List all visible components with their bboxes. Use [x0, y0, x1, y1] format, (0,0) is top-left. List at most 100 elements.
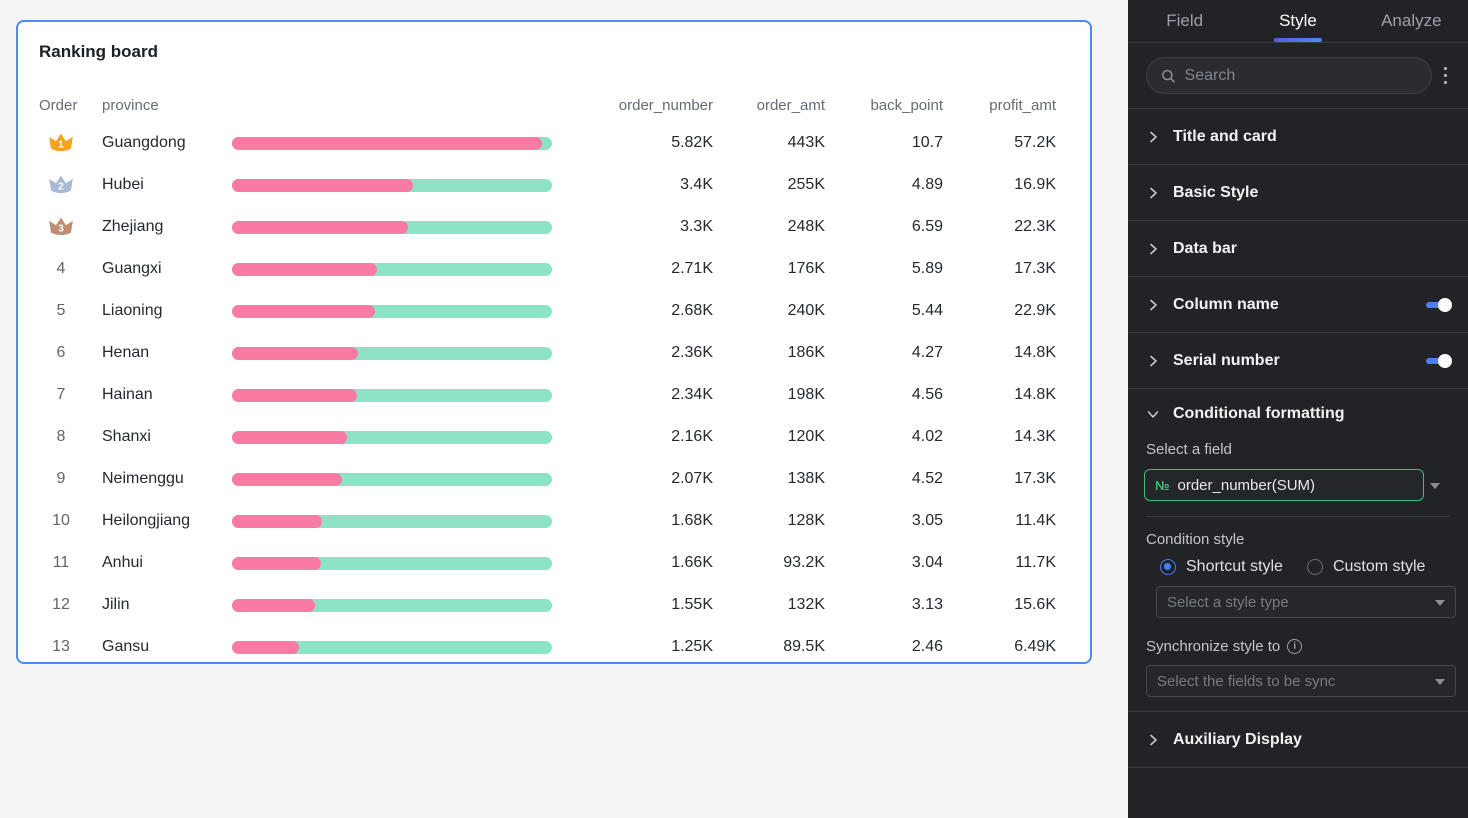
tab-style[interactable]: Style	[1241, 0, 1354, 42]
table-row[interactable]: 10 Heilongjiang 1.68K 128K 3.05 11.4K	[39, 500, 1090, 542]
field-select[interactable]: № order_number(SUM)	[1144, 468, 1450, 502]
section-title-and-card[interactable]: Title and card	[1128, 108, 1468, 164]
serial-number-toggle[interactable]	[1426, 353, 1452, 368]
section-serial-number[interactable]: Serial number	[1128, 332, 1468, 388]
section-auxiliary-display[interactable]: Auxiliary Display	[1128, 711, 1468, 767]
data-bar-track	[232, 220, 552, 234]
data-bar-track	[232, 430, 552, 444]
conditional-formatting-header[interactable]: Conditional formatting	[1128, 389, 1468, 439]
info-icon[interactable]: i	[1287, 639, 1303, 654]
profit-amt-cell: 22.3K	[1014, 218, 1056, 235]
data-bar-fill	[232, 346, 358, 360]
back-point-cell: 4.02	[911, 428, 943, 445]
data-bar-track	[232, 388, 552, 402]
selected-field-tag: № order_number(SUM)	[1144, 469, 1424, 501]
table-row[interactable]: 8 Shanxi 2.16K 120K 4.02 14.3K	[39, 416, 1090, 458]
ranking-board-card[interactable]: Ranking board Order province order_numbe…	[16, 20, 1092, 664]
province-cell: Zhejiang	[102, 218, 164, 235]
data-bar-fill	[232, 178, 414, 192]
order-amt-cell: 176K	[787, 260, 825, 277]
tab-field[interactable]: Field	[1166, 11, 1204, 30]
custom-style-label[interactable]: Custom style	[1332, 558, 1426, 575]
profit-amt-cell: 11.4K	[1015, 512, 1056, 529]
dropdown-caret-icon	[1430, 483, 1440, 489]
rank-cell: 12	[52, 596, 70, 613]
data-bar-cell	[232, 136, 552, 150]
profit-amt-cell: 17.3K	[1014, 260, 1056, 277]
province-cell: Hainan	[102, 386, 153, 403]
order-amt-cell: 138K	[787, 470, 825, 487]
data-bar-cell	[232, 472, 552, 486]
divider	[1146, 516, 1450, 517]
tab-analyze[interactable]: Analyze	[1381, 11, 1442, 30]
search-icon	[1162, 69, 1175, 83]
order-number-cell: 2.68K	[671, 302, 713, 319]
profit-amt-cell: 15.6K	[1014, 596, 1056, 613]
section-column-name[interactable]: Column name	[1128, 276, 1468, 332]
chevron-down-icon	[1147, 411, 1159, 418]
table-body: 1 Guangdong 5.82K 443K 10.7 57.2K 2 Hube…	[39, 122, 1090, 662]
order-number-cell: 2.07K	[671, 470, 713, 487]
table-row[interactable]: 2 Hubei 3.4K 255K 4.89 16.9K	[39, 164, 1090, 206]
rank-cell: 5	[56, 302, 66, 319]
section-label: Auxiliary Display	[1173, 730, 1302, 748]
table-row[interactable]: 13 Gansu 1.25K 89.5K 2.46 6.49K	[39, 626, 1090, 662]
search-box[interactable]	[1146, 57, 1432, 94]
province-cell: Guangdong	[102, 134, 186, 151]
shortcut-style-label[interactable]: Shortcut style	[1186, 558, 1283, 575]
section-label: Data bar	[1173, 239, 1238, 257]
profit-amt-cell: 6.49K	[1014, 638, 1056, 655]
rank-cell: 7	[56, 386, 66, 403]
data-bar-fill	[232, 640, 299, 654]
style-type-placeholder: Select a style type	[1167, 593, 1289, 611]
numeric-field-icon: №	[1155, 477, 1170, 493]
back-point-cell: 5.44	[911, 302, 943, 319]
table-row[interactable]: 5 Liaoning 2.68K 240K 5.44 22.9K	[39, 290, 1090, 332]
province-cell: Neimenggu	[102, 470, 184, 487]
rank-crown-icon: 1	[49, 133, 73, 152]
section-basic-style[interactable]: Basic Style	[1128, 164, 1468, 220]
chevron-right-icon	[1150, 734, 1157, 745]
rank-cell: 13	[52, 638, 70, 655]
dashboard-canvas: Ranking board Order province order_numbe…	[16, 20, 1092, 664]
synchronize-style-label: Synchronize style to i	[1128, 636, 1468, 655]
table-row[interactable]: 9 Neimenggu 2.07K 138K 4.52 17.3K	[39, 458, 1090, 500]
table-row[interactable]: 6 Henan 2.36K 186K 4.27 14.8K	[39, 332, 1090, 374]
table-row[interactable]: 4 Guangxi 2.71K 176K 5.89 17.3K	[39, 248, 1090, 290]
sync-fields-select[interactable]: Select the fields to be sync	[1146, 665, 1456, 697]
order-number-cell: 2.71K	[671, 260, 713, 277]
column-name-toggle[interactable]	[1426, 297, 1452, 312]
province-cell: Heilongjiang	[102, 512, 191, 529]
style-type-select[interactable]: Select a style type	[1156, 586, 1456, 618]
province-cell: Gansu	[102, 638, 150, 655]
order-amt-cell: 255K	[787, 176, 825, 193]
col-header-order-amt: order_amt	[756, 96, 825, 114]
col-header-order: Order	[39, 96, 78, 114]
data-bar-cell	[232, 220, 552, 234]
data-bar-cell	[232, 388, 552, 402]
order-number-cell: 1.66K	[671, 554, 713, 571]
custom-style-radio[interactable]	[1306, 559, 1323, 575]
search-input[interactable]	[1184, 66, 1417, 85]
back-point-cell: 4.89	[911, 176, 943, 193]
data-bar-track	[232, 640, 552, 654]
province-cell: Shanxi	[102, 428, 151, 445]
panel-tabs: Field Style Analyze	[1128, 0, 1468, 43]
table-row[interactable]: 12 Jilin 1.55K 132K 3.13 15.6K	[39, 584, 1090, 626]
province-cell: Anhui	[102, 554, 143, 571]
order-number-cell: 1.68K	[671, 512, 713, 529]
table-row[interactable]: 3 Zhejiang 3.3K 248K 6.59 22.3K	[39, 206, 1090, 248]
more-vertical-icon[interactable]	[1432, 61, 1458, 90]
table-row[interactable]: 7 Hainan 2.34K 198K 4.56 14.8K	[39, 374, 1090, 416]
profit-amt-cell: 14.8K	[1014, 386, 1056, 403]
data-bar-fill	[232, 556, 321, 570]
data-bar-cell	[232, 178, 552, 192]
shortcut-style-radio[interactable]	[1160, 559, 1176, 575]
data-bar-cell	[232, 598, 552, 612]
section-data-bar[interactable]: Data bar	[1128, 220, 1468, 276]
order-number-cell: 1.55K	[671, 596, 713, 613]
order-amt-cell: 443K	[787, 134, 825, 151]
table-row[interactable]: 11 Anhui 1.66K 93.2K 3.04 11.7K	[39, 542, 1090, 584]
table-row[interactable]: 1 Guangdong 5.82K 443K 10.7 57.2K	[39, 122, 1090, 164]
section-label: Basic Style	[1173, 183, 1259, 201]
